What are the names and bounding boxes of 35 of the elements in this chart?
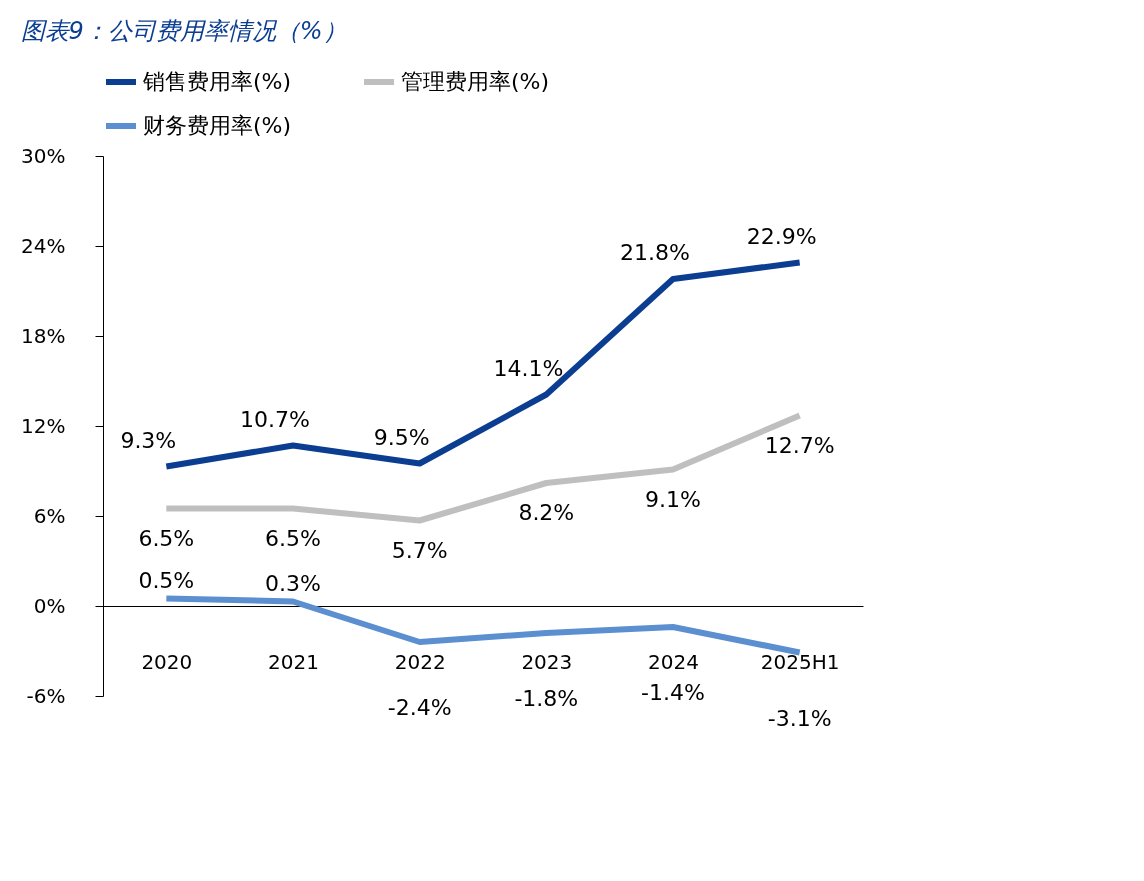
data-label: 22.9% [746, 223, 817, 249]
legend-label: 管理费用率(%) [401, 69, 550, 94]
data-label: 9.1% [645, 486, 701, 512]
data-label: -3.1% [767, 705, 832, 731]
x-tick-label: 2023 [521, 649, 573, 674]
data-label: 0.3% [265, 570, 321, 596]
data-label: -2.4% [387, 695, 452, 720]
data-label: 6.5% [265, 525, 321, 551]
y-tick-label: 0% [33, 593, 66, 618]
data-label: 0.5% [138, 567, 195, 593]
data-label: 8.2% [518, 500, 575, 525]
x-tick-label: 2021 [268, 649, 319, 674]
y-tick-label: 30% [21, 143, 66, 168]
x-tick-label: 2025H1 [760, 649, 840, 674]
y-tick-label: 24% [21, 233, 66, 258]
x-tick-label: 2022 [394, 649, 446, 674]
data-label: -1.8% [514, 686, 579, 711]
data-label: 12.7% [764, 432, 835, 458]
data-label: -1.4% [641, 680, 705, 705]
data-label: 5.7% [391, 537, 448, 563]
x-tick-label: 2020 [141, 649, 193, 674]
x-tick-label: 2024 [648, 649, 699, 674]
data-label: 10.7% [240, 406, 310, 432]
y-tick-label: 6% [33, 503, 66, 528]
data-label: 9.3% [120, 427, 177, 453]
chart-title: 图表9：公司费用率情况（%） [20, 17, 347, 45]
y-tick-label: -6% [26, 683, 66, 708]
data-label: 14.1% [493, 355, 564, 381]
data-label: 9.5% [373, 424, 430, 450]
y-tick-label: 18% [21, 323, 66, 348]
legend-label: 销售费用率(%) [142, 69, 292, 94]
y-tick-label: 12% [21, 413, 66, 438]
data-label: 21.8% [620, 240, 690, 265]
data-label: 6.5% [138, 525, 195, 551]
legend-label: 财务费用率(%) [143, 113, 292, 138]
